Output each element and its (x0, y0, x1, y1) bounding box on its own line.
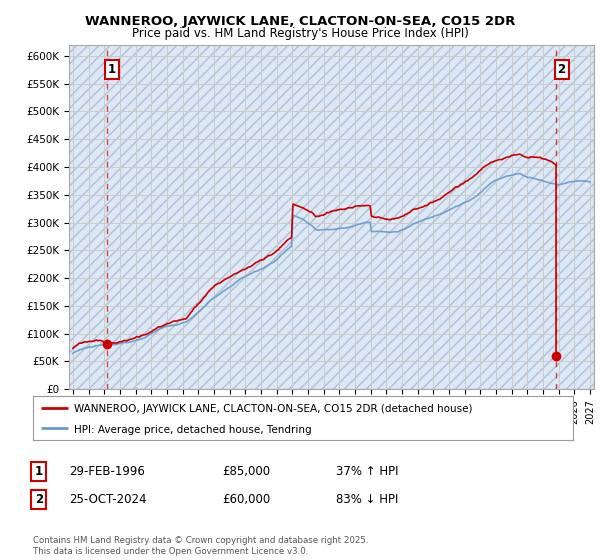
Text: 2: 2 (557, 63, 566, 76)
Text: £60,000: £60,000 (222, 493, 270, 506)
Text: WANNEROO, JAYWICK LANE, CLACTON-ON-SEA, CO15 2DR: WANNEROO, JAYWICK LANE, CLACTON-ON-SEA, … (85, 15, 515, 27)
Bar (69, 45, 594, 389)
Text: HPI: Average price, detached house, Tendring: HPI: Average price, detached house, Tend… (74, 424, 311, 435)
Text: 2: 2 (35, 493, 43, 506)
Text: Contains HM Land Registry data © Crown copyright and database right 2025.
This d: Contains HM Land Registry data © Crown c… (33, 536, 368, 556)
Text: 1: 1 (35, 465, 43, 478)
Text: 29-FEB-1996: 29-FEB-1996 (69, 465, 145, 478)
Text: £85,000: £85,000 (222, 465, 270, 478)
Text: 83% ↓ HPI: 83% ↓ HPI (336, 493, 398, 506)
Text: 1: 1 (108, 63, 116, 76)
Text: 25-OCT-2024: 25-OCT-2024 (69, 493, 146, 506)
Text: WANNEROO, JAYWICK LANE, CLACTON-ON-SEA, CO15 2DR (detached house): WANNEROO, JAYWICK LANE, CLACTON-ON-SEA, … (74, 404, 472, 414)
Text: Price paid vs. HM Land Registry's House Price Index (HPI): Price paid vs. HM Land Registry's House … (131, 27, 469, 40)
Text: 37% ↑ HPI: 37% ↑ HPI (336, 465, 398, 478)
